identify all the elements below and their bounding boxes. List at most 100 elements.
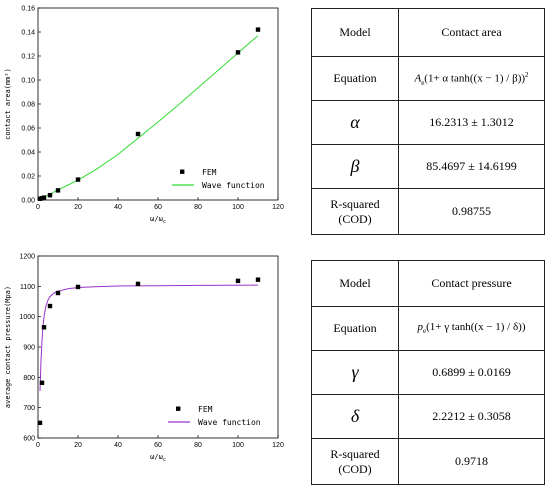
data-point-fem (255, 27, 261, 32)
equation-symbol: A (414, 72, 422, 85)
header-contact-pressure-cell: Contact pressure (398, 260, 545, 307)
y-tick-label: 1100 (20, 284, 35, 291)
legend-label: FEM (202, 168, 217, 177)
r-squared-row: R-squared (COD) 0.98755 (311, 188, 545, 235)
contact-area-parameter-table: Model Contact area Equation Ae(1+ α tanh… (311, 8, 545, 235)
x-tick-label: 80 (194, 204, 202, 211)
equation-subscript: e (422, 327, 427, 336)
table-header-row: Model Contact pressure (311, 260, 545, 307)
r-squared-label-line1: R-squared (330, 446, 380, 461)
equation-superscript: 2 (525, 70, 529, 79)
y-tick-label: 0.00 (21, 198, 35, 205)
table-header-row: Model Contact area (311, 8, 545, 57)
equation-symbol: p (417, 321, 423, 334)
equation-label-cell: Equation (311, 306, 399, 351)
y-tick-label: 0.16 (21, 6, 35, 13)
header-contact-area-cell: Contact area (398, 8, 545, 57)
data-point-fem (41, 325, 47, 330)
contact-pressure-chart: 0 20 40 60 80 100 120 600 700 800 900 1000 1100 1200 ω… (0, 246, 292, 478)
delta-value-cell: 2.2212 ± 0.3058 (398, 394, 545, 439)
x-tick-label: 0 (36, 204, 40, 211)
beta-value-cell: 85.4697 ± 14.6199 (398, 144, 545, 189)
header-model-cell: Model (311, 8, 399, 57)
x-axis-label-subscript: c (163, 457, 166, 463)
legend-label: FEM (198, 405, 213, 414)
y-tick-label: 0.12 (21, 54, 35, 61)
y-tick-label: 600 (23, 436, 35, 443)
r-squared-label-cell: R-squared (COD) (311, 438, 399, 485)
x-axis-label: ω/ωc (150, 453, 166, 463)
header-model-cell: Model (311, 260, 399, 307)
equation-subscript: e (421, 78, 425, 87)
equation-row: Equation pe(1+ γ tanh((x − 1) / δ)) (311, 306, 545, 351)
x-tick-label: 60 (154, 442, 162, 449)
legend-marker-fem (180, 169, 185, 174)
x-tick-label: 60 (154, 204, 162, 211)
x-tick-label: 20 (74, 204, 82, 211)
gamma-row: γ 0.6899 ± 0.0169 (311, 350, 545, 395)
x-tick-label: 100 (232, 442, 244, 449)
alpha-row: α 16.2313 ± 1.3012 (311, 100, 545, 145)
contact-pressure-parameter-table: Model Contact pressure Equation pe(1+ γ … (311, 260, 545, 485)
r-squared-label-line2: (COD) (338, 211, 372, 226)
y-tick-label: 0.14 (21, 30, 35, 37)
x-tick-label: 120 (272, 442, 284, 449)
y-tick-label: 700 (23, 405, 35, 412)
y-tick-label: 1200 (19, 254, 35, 261)
y-tick-label: 0.04 (21, 150, 35, 157)
data-point-fem (135, 281, 141, 287)
y-tick-label: 0.10 (21, 78, 35, 85)
y-tick-label: 800 (23, 375, 35, 382)
legend-marker-fem (176, 406, 181, 411)
y-tick-label: 0.08 (21, 102, 35, 109)
data-point-fem (75, 284, 81, 290)
data-point-fem (55, 290, 61, 296)
equation-cell: pe(1+ γ tanh((x − 1) / δ)) (398, 306, 545, 351)
alpha-value-cell: 16.2313 ± 1.3012 (398, 100, 545, 145)
x-tick-label: 0 (36, 442, 40, 449)
plot-frame (37, 7, 279, 201)
contact-pressure-chart-svg: 0 20 40 60 80 100 120 600 700 800 900 1000 1100 1200 ω… (4, 254, 284, 464)
gamma-symbol-cell: γ (311, 350, 399, 395)
x-tick-label: 80 (194, 442, 202, 449)
legend-label: Wave function (198, 418, 261, 427)
y-tick-label: 0.02 (21, 174, 35, 181)
legend-label: Wave function (202, 181, 265, 190)
data-point-fem (135, 131, 141, 137)
y-tick-label: 1000 (19, 314, 35, 321)
x-tick-label: 100 (232, 204, 244, 211)
equation-label-cell: Equation (311, 56, 399, 101)
beta-row: β 85.4697 ± 14.6199 (311, 144, 545, 189)
data-point-fem (75, 177, 81, 182)
delta-row: δ 2.2212 ± 0.3058 (311, 394, 545, 439)
gamma-value-cell: 0.6899 ± 0.0169 (398, 350, 545, 395)
contact-area-chart-svg: 0 20 40 60 80 100 120 0.00 0.02 0.04 0.06 0.08 0.10 0… (4, 6, 284, 226)
series-line-wave-function (39, 284, 259, 392)
y-tick-label: 0.06 (21, 126, 35, 133)
x-axis-label-subscript: c (163, 219, 166, 225)
beta-symbol-cell: β (311, 144, 399, 189)
series-line-wave-function (39, 35, 259, 200)
data-point-fem (255, 277, 261, 282)
data-point-fem (235, 50, 241, 55)
y-axis-label: average contact pressure(Mpa) (4, 286, 12, 408)
x-tick-label: 40 (114, 442, 122, 449)
r-squared-label-cell: R-squared (COD) (311, 188, 399, 235)
x-axis-label: ω/ωc (150, 215, 166, 225)
equation-cell: Ae(1+ α tanh((x − 1) / β))2 (398, 56, 545, 101)
y-tick-label: 900 (23, 345, 35, 352)
r-squared-label-line2: (COD) (338, 461, 372, 476)
alpha-symbol-cell: α (311, 100, 399, 145)
r-squared-row: R-squared (COD) 0.9718 (311, 438, 545, 485)
equation-row: Equation Ae(1+ α tanh((x − 1) / β))2 (311, 56, 545, 101)
r-squared-value-cell: 0.9718 (398, 438, 545, 485)
data-point-fem (41, 195, 47, 200)
y-axis-label: contact area(mm²) (4, 68, 12, 140)
data-point-fem (235, 278, 241, 284)
data-point-fem (47, 193, 53, 198)
contact-area-chart: 0 20 40 60 80 100 120 0.00 0.02 0.04 0.06 0.08 0.10 0… (0, 0, 292, 226)
data-point-fem (47, 303, 53, 309)
x-tick-label: 40 (114, 204, 122, 211)
data-point-fem (37, 420, 43, 426)
data-point-fem (55, 188, 61, 193)
